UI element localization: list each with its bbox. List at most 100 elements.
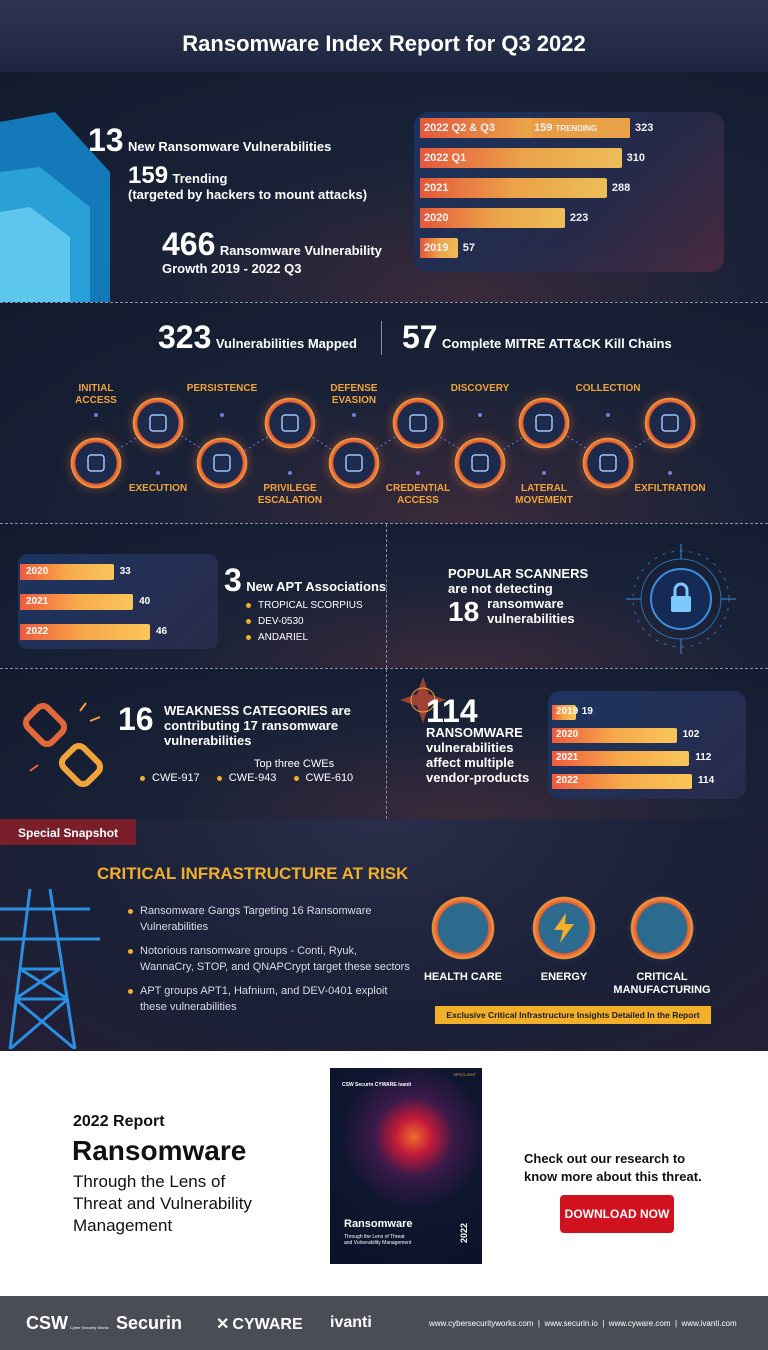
network-icon bbox=[518, 397, 570, 449]
lock-icon bbox=[626, 544, 736, 654]
growth-bar-label: 2019 bbox=[424, 242, 449, 254]
mapped-number: 323 bbox=[158, 319, 212, 355]
apt-bar-value: 40 bbox=[139, 596, 151, 607]
cover-brands: CSW Securin CYWARE ivanti bbox=[342, 1082, 412, 1088]
kill-chain-dot bbox=[478, 413, 482, 417]
kill-chain-dot bbox=[220, 413, 224, 417]
scanners-stat: POPULAR SCANNERS are not detecting 18 ra… bbox=[448, 566, 588, 626]
cwe-item: CWE-917 bbox=[140, 772, 200, 784]
growth-bar-label: 2022 Q1 bbox=[424, 152, 467, 164]
ivanti-logo: ivanti bbox=[330, 1314, 372, 1331]
growth-number: 466 bbox=[162, 226, 216, 262]
growth-bar bbox=[420, 148, 622, 168]
scanners-number: 18 bbox=[448, 595, 480, 627]
broken-chain-icon bbox=[22, 702, 104, 788]
growth-section: 13 New Ransomware Vulnerabilities 159 Tr… bbox=[0, 72, 768, 302]
cwe-top-label: Top three CWEs bbox=[254, 758, 335, 770]
chains-label: Complete MITRE ATT&CK Kill Chains bbox=[442, 336, 672, 351]
trending-stat: 159 Trending (targeted by hackers to mou… bbox=[128, 164, 368, 203]
kill-chain-dot bbox=[156, 471, 160, 475]
snapshot-item: Notorious ransomware groups - Conti, Ryu… bbox=[128, 943, 418, 975]
health-care-icon bbox=[428, 893, 498, 963]
vendor-bar bbox=[552, 751, 690, 766]
chart-up-icon bbox=[264, 397, 316, 449]
sector-label-energy: ENERGY bbox=[540, 971, 588, 983]
cover-year: 2022 bbox=[458, 1222, 469, 1244]
apt-bar-value: 33 bbox=[119, 566, 131, 577]
cwe-item: CWE-943 bbox=[216, 772, 276, 784]
kill-chain-dot bbox=[416, 471, 420, 475]
growth-bar bbox=[420, 208, 565, 228]
kill-chain-label: PERSISTENCE bbox=[186, 383, 258, 394]
apt-bar bbox=[20, 624, 150, 640]
vendor-number: 114 bbox=[426, 693, 478, 729]
growth-bar-label: 2022 Q2 & Q3 bbox=[424, 122, 495, 134]
footer: CSW Cyber Security Works Securin ✕ CYWARE … bbox=[0, 1296, 768, 1350]
footer-links[interactable]: www.cybersecurityworks.com | www.securin… bbox=[429, 1319, 737, 1328]
vendor-bar-value: 102 bbox=[682, 729, 700, 740]
report-title: Ransomware bbox=[72, 1135, 247, 1166]
weakness-text: WEAKNESS CATEGORIES are contributing 17 … bbox=[164, 703, 351, 748]
folder-icon bbox=[582, 437, 634, 489]
energy-icon bbox=[529, 893, 599, 963]
sector-label-health: HEALTH CARE bbox=[423, 971, 502, 983]
growth-bar-value: 223 bbox=[569, 212, 589, 224]
kill-chain-label: CREDENTIAL ACCESS bbox=[385, 483, 451, 506]
apt-number: 3 bbox=[224, 562, 242, 598]
key-icon bbox=[392, 397, 444, 449]
scanners-line2: are not detecting bbox=[448, 581, 553, 596]
apt-chart: 2020 33 2021 40 2022 46 bbox=[18, 554, 218, 649]
snapshot-cta[interactable]: Exclusive Critical Infrastructure Insigh… bbox=[435, 1006, 711, 1024]
trending-sub: (targeted by hackers to mount attacks) bbox=[128, 187, 368, 202]
door-icon bbox=[70, 437, 122, 489]
cycle-icon bbox=[196, 437, 248, 489]
cover-title: Ransomware bbox=[344, 1218, 413, 1230]
growth-bar-value: 310 bbox=[626, 152, 645, 164]
kill-chain-label: LATERAL MOVEMENT bbox=[515, 483, 573, 506]
apt-bar bbox=[20, 564, 114, 580]
mapped-label: Vulnerabilities Mapped bbox=[215, 336, 357, 351]
growth-bar-value: 288 bbox=[611, 182, 631, 194]
divider bbox=[0, 523, 768, 524]
vendor-bar-value: 112 bbox=[695, 752, 712, 763]
apt-bar-value: 46 bbox=[156, 626, 168, 637]
header-band: Ransomware Index Report for Q3 2022 bbox=[0, 0, 768, 72]
page-title: Ransomware Index Report for Q3 2022 bbox=[182, 31, 586, 56]
kill-chain-line bbox=[95, 422, 675, 464]
sector-label-manufacturing: CRITICAL MANUFACTURING bbox=[613, 971, 711, 996]
gear-icon bbox=[132, 397, 184, 449]
kill-chain-label: EXECUTION bbox=[128, 483, 188, 494]
vendor-bar bbox=[552, 774, 692, 789]
report-section: 2022 Report Ransomware Through the Lens … bbox=[0, 1051, 768, 1296]
mitre-section: 323 Vulnerabilities Mapped 57 Complete M… bbox=[0, 303, 768, 523]
trending-segment bbox=[532, 118, 630, 138]
cwe-list: CWE-917 CWE-943 CWE-610 bbox=[140, 772, 353, 784]
vendor-bar bbox=[552, 728, 677, 743]
apt-item: DEV-0530 bbox=[246, 614, 363, 630]
cyware-logo: ✕ CYWARE bbox=[216, 1316, 303, 1333]
report-cta-text: Check out our research to know more about… bbox=[524, 1151, 702, 1184]
report-cover[interactable]: CSW Securin CYWARE ivanti SPOTLIGHT Rans… bbox=[330, 1068, 482, 1264]
apt-item: TROPICAL SCORPIUS bbox=[246, 598, 363, 614]
new-vulns-label: New Ransomware Vulnerabilities bbox=[128, 139, 332, 154]
growth-chart: 2022 Q2 & Q3 323 159 TRENDING 2022 Q1 310 2021… bbox=[414, 112, 724, 272]
securin-logo: Securin bbox=[116, 1313, 183, 1333]
kill-chain-dot bbox=[352, 413, 356, 417]
growth-bar-label: 2020 bbox=[424, 212, 449, 224]
kill-chain-dot bbox=[606, 413, 610, 417]
new-vulns-stat: 13 New Ransomware Vulnerabilities bbox=[88, 122, 331, 159]
vendor-bar-label: 2020 bbox=[556, 729, 579, 740]
kill-chain-label: DISCOVERY bbox=[450, 383, 510, 394]
trending-marker: 159 TRENDING bbox=[534, 122, 598, 134]
kill-chain-label: PRIVILEGE ESCALATION bbox=[257, 483, 323, 506]
apt-stat: 3 New APT Associations bbox=[224, 562, 386, 599]
divider bbox=[386, 669, 387, 819]
growth-sub: Growth 2019 - 2022 Q3 bbox=[162, 261, 302, 276]
snapshot-tag: Special Snapshot bbox=[0, 819, 136, 845]
growth-bar-label: 2021 bbox=[424, 182, 449, 194]
vendor-bar-label: 2022 bbox=[556, 775, 579, 786]
chains-number: 57 bbox=[402, 319, 438, 355]
csw-logo: CSW Cyber Security Works bbox=[26, 1313, 109, 1333]
shield-icon bbox=[328, 437, 380, 489]
download-button[interactable]: DOWNLOAD NOW bbox=[560, 1195, 674, 1233]
